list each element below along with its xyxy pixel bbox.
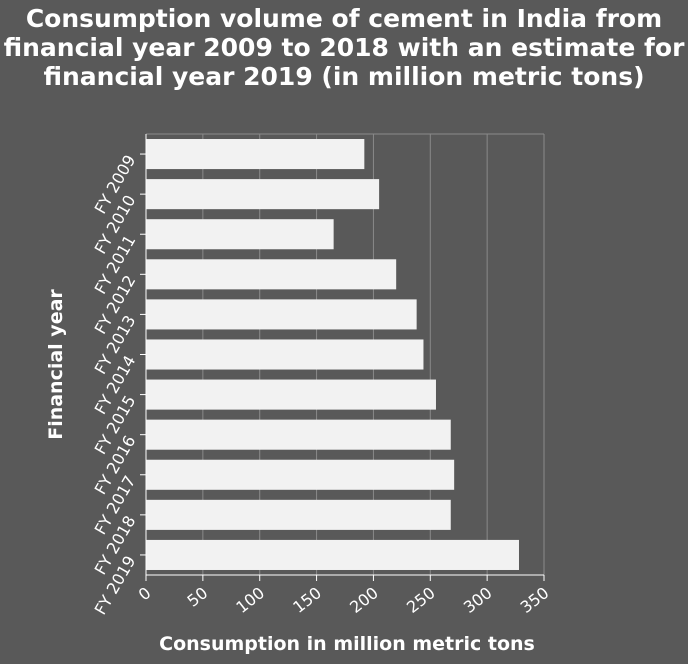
bar xyxy=(146,139,365,170)
chart-title: Consumption volume of cement in India fr… xyxy=(3,4,685,91)
bar xyxy=(146,179,380,210)
x-tick-label: 50 xyxy=(184,583,212,611)
bar xyxy=(146,219,334,250)
bar xyxy=(146,339,424,370)
x-tick-label: 300 xyxy=(460,583,496,617)
y-axis-label: Financial year xyxy=(45,289,67,440)
x-axis-label: Consumption in million metric tons xyxy=(159,633,535,655)
x-tick-label: 350 xyxy=(517,583,553,617)
bar xyxy=(146,419,451,450)
x-tick-label: 150 xyxy=(289,583,325,617)
x-tick-label: 200 xyxy=(346,583,382,617)
x-tick-label: 0 xyxy=(135,583,155,604)
bar xyxy=(146,499,451,530)
bar xyxy=(146,459,455,490)
x-tick-label: 100 xyxy=(232,583,268,617)
bar xyxy=(146,539,519,570)
bar xyxy=(146,379,436,410)
bar xyxy=(146,259,397,290)
x-tick-label: 250 xyxy=(403,583,439,617)
bar xyxy=(146,299,417,330)
